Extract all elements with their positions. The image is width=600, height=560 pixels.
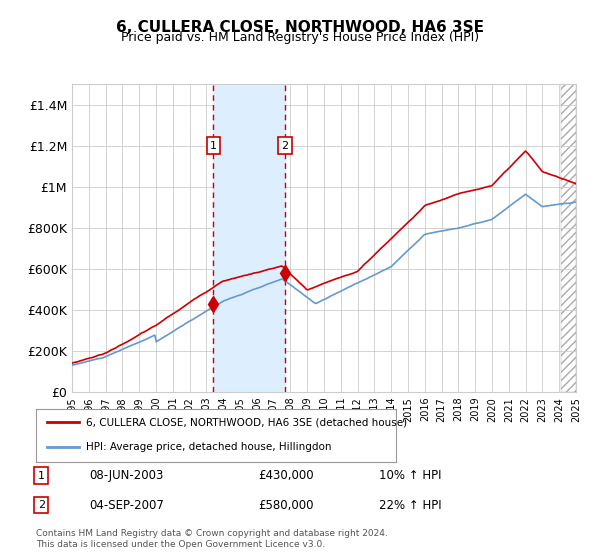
Text: This data is licensed under the Open Government Licence v3.0.: This data is licensed under the Open Gov… xyxy=(36,540,325,549)
Text: HPI: Average price, detached house, Hillingdon: HPI: Average price, detached house, Hill… xyxy=(86,442,332,452)
Text: 2: 2 xyxy=(281,141,289,151)
Text: 22% ↑ HPI: 22% ↑ HPI xyxy=(379,498,442,512)
Bar xyxy=(214,84,285,392)
Text: 08-JUN-2003: 08-JUN-2003 xyxy=(89,469,163,482)
Text: 6, CULLERA CLOSE, NORTHWOOD, HA6 3SE (detached house): 6, CULLERA CLOSE, NORTHWOOD, HA6 3SE (de… xyxy=(86,417,407,427)
Text: 10% ↑ HPI: 10% ↑ HPI xyxy=(379,469,442,482)
Text: Contains HM Land Registry data © Crown copyright and database right 2024.: Contains HM Land Registry data © Crown c… xyxy=(36,529,388,538)
Text: 1: 1 xyxy=(38,470,45,480)
Text: 6, CULLERA CLOSE, NORTHWOOD, HA6 3SE: 6, CULLERA CLOSE, NORTHWOOD, HA6 3SE xyxy=(116,20,484,35)
Text: Price paid vs. HM Land Registry's House Price Index (HPI): Price paid vs. HM Land Registry's House … xyxy=(121,31,479,44)
Text: 2: 2 xyxy=(38,500,45,510)
Text: 04-SEP-2007: 04-SEP-2007 xyxy=(89,498,164,512)
Text: 1: 1 xyxy=(210,141,217,151)
Text: £430,000: £430,000 xyxy=(258,469,313,482)
Text: £580,000: £580,000 xyxy=(258,498,313,512)
